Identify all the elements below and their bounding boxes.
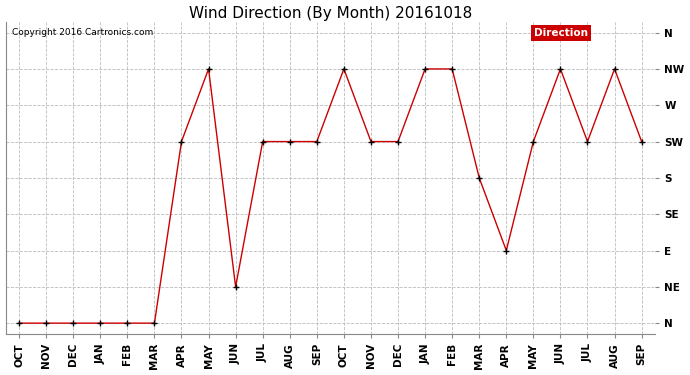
Title: Wind Direction (By Month) 20161018: Wind Direction (By Month) 20161018 (189, 6, 472, 21)
Text: Copyright 2016 Cartronics.com: Copyright 2016 Cartronics.com (12, 28, 153, 37)
Text: Direction: Direction (534, 28, 588, 38)
